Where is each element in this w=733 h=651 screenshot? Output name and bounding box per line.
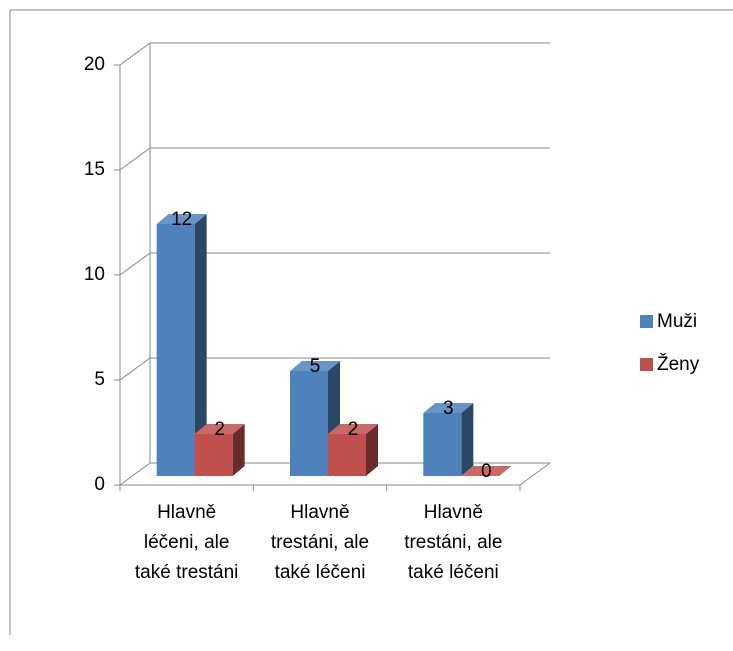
bar-front xyxy=(156,224,195,476)
grid-line xyxy=(119,462,151,486)
legend-swatch xyxy=(640,315,653,328)
bar-side xyxy=(232,424,245,476)
bar-front xyxy=(194,434,233,476)
bar-side xyxy=(366,424,378,476)
bar-top xyxy=(194,424,245,434)
value-label: 2 xyxy=(348,419,359,440)
bar-top xyxy=(290,361,340,371)
grid-line xyxy=(119,147,151,171)
x-label-box: Hlavně léčeni, ale také trestáni xyxy=(134,502,239,583)
y-tick-label: 10 xyxy=(84,264,105,285)
bar xyxy=(194,424,245,476)
legend-label: Ženy xyxy=(657,353,700,375)
grid-line xyxy=(119,42,151,66)
y-tick-label: 20 xyxy=(84,54,105,75)
bar-side xyxy=(194,214,207,476)
bar xyxy=(461,466,512,476)
x-label-box: Hlavně trestáni, ale také léčeni xyxy=(404,502,503,583)
legend-swatch xyxy=(640,358,653,371)
value-label: 5 xyxy=(310,356,321,377)
bar-top xyxy=(328,424,378,434)
grid-line xyxy=(119,252,151,276)
bar-front xyxy=(290,371,328,476)
bar xyxy=(423,403,474,476)
value-label: 12 xyxy=(171,209,192,230)
floor-right xyxy=(519,462,551,486)
bar-top xyxy=(461,466,512,476)
x-tick-label: Hlavně trestáni, ale také léčeni xyxy=(270,502,370,583)
bar-top xyxy=(423,403,474,413)
bar-front xyxy=(423,413,462,476)
y-tick-label: 0 xyxy=(94,474,105,495)
x-label-box: Hlavně trestáni, ale také léčeni xyxy=(270,502,370,583)
y-tick-label: 5 xyxy=(94,369,105,390)
bar-side xyxy=(461,403,474,476)
grid-line xyxy=(119,357,151,381)
value-label: 2 xyxy=(214,419,225,440)
x-tick-label: Hlavně trestáni, ale také léčeni xyxy=(404,502,503,583)
bar-top xyxy=(156,214,207,224)
x-tick-label: Hlavně léčeni, ale také trestáni xyxy=(134,502,239,583)
bar xyxy=(328,424,378,476)
y-tick-label: 15 xyxy=(84,159,105,180)
bar xyxy=(156,214,207,476)
bar-front xyxy=(328,434,366,476)
legend-label: Muži xyxy=(657,311,697,332)
value-label: 3 xyxy=(443,398,454,419)
value-label: 0 xyxy=(481,461,492,482)
